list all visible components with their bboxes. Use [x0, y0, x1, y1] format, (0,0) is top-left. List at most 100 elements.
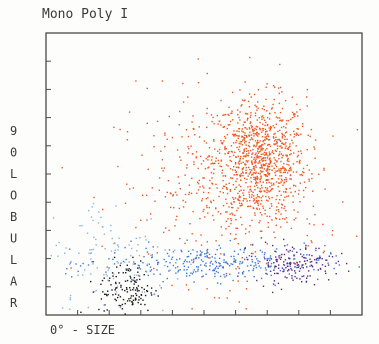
data-point — [245, 163, 247, 166]
data-point — [117, 294, 120, 296]
data-point — [282, 167, 284, 169]
data-point — [176, 149, 179, 151]
data-point — [262, 195, 264, 197]
data-point — [268, 151, 271, 153]
data-point — [255, 181, 257, 183]
data-point — [289, 143, 291, 145]
data-point — [306, 277, 308, 279]
data-point — [258, 160, 260, 163]
data-point — [126, 279, 129, 282]
data-point — [308, 178, 310, 180]
data-point — [187, 96, 189, 98]
data-point — [231, 177, 234, 179]
data-point — [235, 156, 238, 158]
data-point — [264, 128, 267, 130]
data-point — [257, 148, 260, 150]
data-point — [304, 260, 306, 262]
data-point — [248, 152, 250, 154]
data-point — [231, 212, 233, 214]
data-point — [298, 189, 300, 192]
data-point — [69, 262, 72, 264]
data-point — [65, 273, 67, 275]
data-point — [256, 156, 259, 159]
data-point — [218, 120, 221, 122]
data-point — [297, 150, 300, 153]
data-point — [251, 160, 253, 162]
data-point — [207, 212, 209, 214]
data-point — [210, 201, 212, 204]
data-point — [214, 253, 217, 256]
data-point — [182, 101, 185, 103]
data-point — [220, 142, 223, 144]
data-point — [211, 120, 213, 123]
data-point — [125, 258, 127, 261]
data-point — [238, 146, 241, 148]
data-point — [199, 217, 201, 220]
data-point — [277, 267, 280, 269]
data-point — [150, 218, 152, 220]
data-point — [275, 198, 277, 201]
data-point — [249, 121, 252, 123]
data-point — [275, 165, 278, 168]
data-point — [178, 124, 180, 126]
data-point — [236, 178, 238, 180]
data-point — [248, 191, 250, 193]
data-point — [274, 172, 276, 174]
data-point — [267, 221, 269, 224]
data-point — [263, 174, 266, 176]
data-point — [208, 147, 211, 149]
data-point — [285, 180, 288, 183]
data-point — [288, 273, 290, 275]
data-point — [258, 151, 261, 153]
data-point — [185, 284, 188, 286]
data-point — [242, 192, 244, 194]
data-point — [255, 152, 257, 154]
data-point — [314, 259, 316, 261]
data-point — [260, 203, 262, 205]
data-point — [297, 193, 300, 195]
data-point — [218, 262, 220, 264]
data-point — [245, 147, 247, 150]
data-point — [243, 197, 245, 200]
data-point — [275, 209, 278, 211]
data-point — [225, 272, 228, 275]
data-point — [299, 174, 301, 176]
data-point — [283, 134, 285, 136]
data-point — [301, 255, 303, 258]
data-point — [271, 196, 273, 199]
data-point — [286, 138, 288, 141]
data-point — [258, 196, 260, 198]
data-point — [298, 270, 301, 272]
data-point — [275, 218, 278, 220]
data-point — [255, 128, 257, 131]
data-point — [119, 128, 121, 131]
data-point — [247, 205, 249, 208]
data-point — [269, 190, 272, 192]
data-point — [50, 254, 52, 257]
data-point — [175, 262, 177, 264]
data-point — [243, 100, 245, 102]
data-point — [281, 135, 283, 138]
data-point — [261, 165, 263, 167]
data-point — [122, 260, 125, 263]
data-point — [252, 166, 255, 168]
data-point — [286, 155, 288, 158]
data-point — [309, 258, 311, 260]
data-point — [257, 262, 259, 264]
data-point — [294, 266, 296, 268]
data-point — [253, 185, 256, 187]
data-point — [238, 195, 241, 197]
data-point — [283, 261, 285, 263]
data-point — [244, 258, 246, 261]
data-point — [274, 174, 277, 176]
data-point — [211, 256, 213, 258]
y-axis-label-char: R — [10, 296, 18, 310]
data-point — [207, 159, 209, 161]
data-point — [146, 87, 148, 90]
data-point — [122, 272, 124, 274]
data-point — [103, 310, 105, 312]
data-point — [142, 262, 144, 264]
data-point — [121, 303, 124, 306]
data-point — [294, 185, 297, 187]
data-point — [301, 275, 303, 278]
